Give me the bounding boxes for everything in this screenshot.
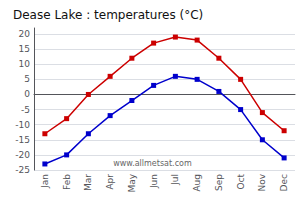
- svg-text:-10: -10: [15, 120, 30, 130]
- svg-text:Oct: Oct: [236, 174, 246, 190]
- svg-text:May: May: [127, 173, 137, 192]
- svg-text:5: 5: [24, 74, 30, 84]
- svg-text:Nov: Nov: [257, 173, 267, 191]
- svg-text:Aug: Aug: [192, 174, 202, 192]
- svg-text:-15: -15: [15, 135, 30, 145]
- svg-text:Mar: Mar: [83, 174, 93, 191]
- svg-text:Jun: Jun: [149, 174, 159, 189]
- svg-text:Feb: Feb: [62, 174, 72, 190]
- svg-text:Dec: Dec: [279, 174, 289, 191]
- svg-text:10: 10: [19, 59, 31, 69]
- svg-text:Jul: Jul: [170, 174, 180, 186]
- svg-text:-25: -25: [15, 165, 30, 175]
- svg-text:www.allmetsat.com: www.allmetsat.com: [113, 159, 192, 168]
- svg-text:0: 0: [24, 89, 30, 99]
- svg-text:Jan: Jan: [40, 174, 50, 189]
- svg-text:Sep: Sep: [214, 174, 224, 191]
- svg-text:20: 20: [19, 29, 31, 39]
- svg-text:Apr: Apr: [105, 174, 115, 190]
- svg-text:-20: -20: [15, 150, 30, 160]
- svg-text:15: 15: [19, 44, 30, 54]
- svg-text:-5: -5: [21, 105, 30, 115]
- svg-text:Dease Lake : temperatures (°C): Dease Lake : temperatures (°C): [13, 8, 203, 22]
